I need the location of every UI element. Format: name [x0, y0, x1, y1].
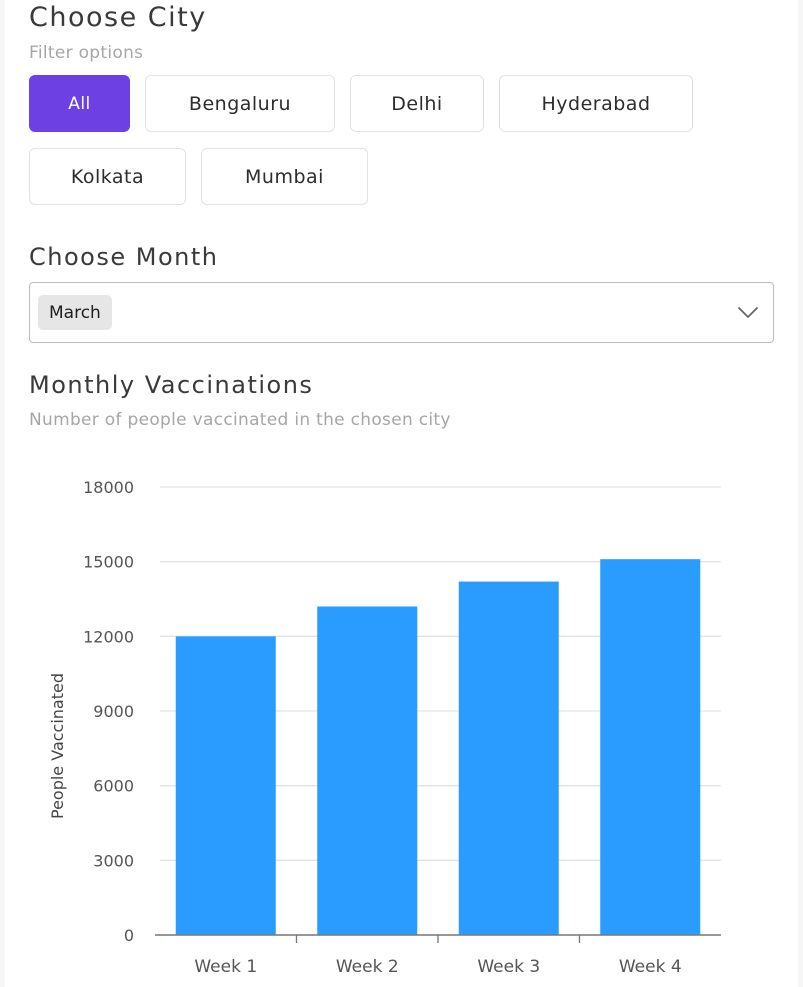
- chevron-down-icon[interactable]: [737, 304, 759, 320]
- bar-week-1[interactable]: [175, 636, 276, 935]
- x-axis: Week 1 Week 2 Week 3 Week 4: [155, 934, 721, 977]
- chart-bars: [175, 559, 701, 935]
- city-chip-hyderabad[interactable]: Hyderabad: [499, 75, 693, 132]
- selected-month-tag[interactable]: March: [38, 295, 112, 330]
- city-chip-bengaluru[interactable]: Bengaluru: [145, 75, 335, 132]
- y-tick-label: 3000: [93, 851, 134, 870]
- y-axis-label: People Vaccinated: [48, 673, 67, 819]
- dashboard-panel: Choose City Filter options All Bengaluru…: [5, 0, 798, 987]
- bar-week-3[interactable]: [458, 581, 559, 935]
- y-tick-label: 0: [124, 926, 134, 945]
- city-filter-subtitle: Filter options: [29, 43, 144, 63]
- y-tick-label: 9000: [93, 702, 134, 721]
- month-select[interactable]: March: [29, 282, 774, 343]
- city-chip-mumbai[interactable]: Mumbai: [201, 148, 368, 205]
- bar-week-2[interactable]: [317, 606, 418, 935]
- x-tick-label: Week 1: [194, 957, 257, 977]
- city-chip-all[interactable]: All: [29, 75, 130, 132]
- city-chip-delhi[interactable]: Delhi: [350, 75, 484, 132]
- city-section-title: Choose City: [29, 2, 207, 33]
- y-tick-label: 18000: [83, 478, 134, 497]
- y-axis-ticks: 0 3000 6000 9000 12000 15000 18000: [83, 478, 134, 945]
- y-tick-label: 6000: [93, 777, 134, 796]
- y-tick-label: 15000: [83, 553, 134, 572]
- vaccinations-subtitle: Number of people vaccinated in the chose…: [29, 410, 451, 430]
- city-chip-kolkata[interactable]: Kolkata: [29, 148, 186, 205]
- vaccinations-section-title: Monthly Vaccinations: [29, 371, 314, 399]
- x-tick-label: Week 2: [336, 957, 399, 977]
- x-tick-label: Week 4: [619, 957, 682, 977]
- x-tick-label: Week 3: [477, 957, 540, 977]
- bar-week-4[interactable]: [600, 559, 701, 935]
- y-tick-label: 12000: [83, 627, 134, 646]
- month-section-title: Choose Month: [29, 243, 219, 271]
